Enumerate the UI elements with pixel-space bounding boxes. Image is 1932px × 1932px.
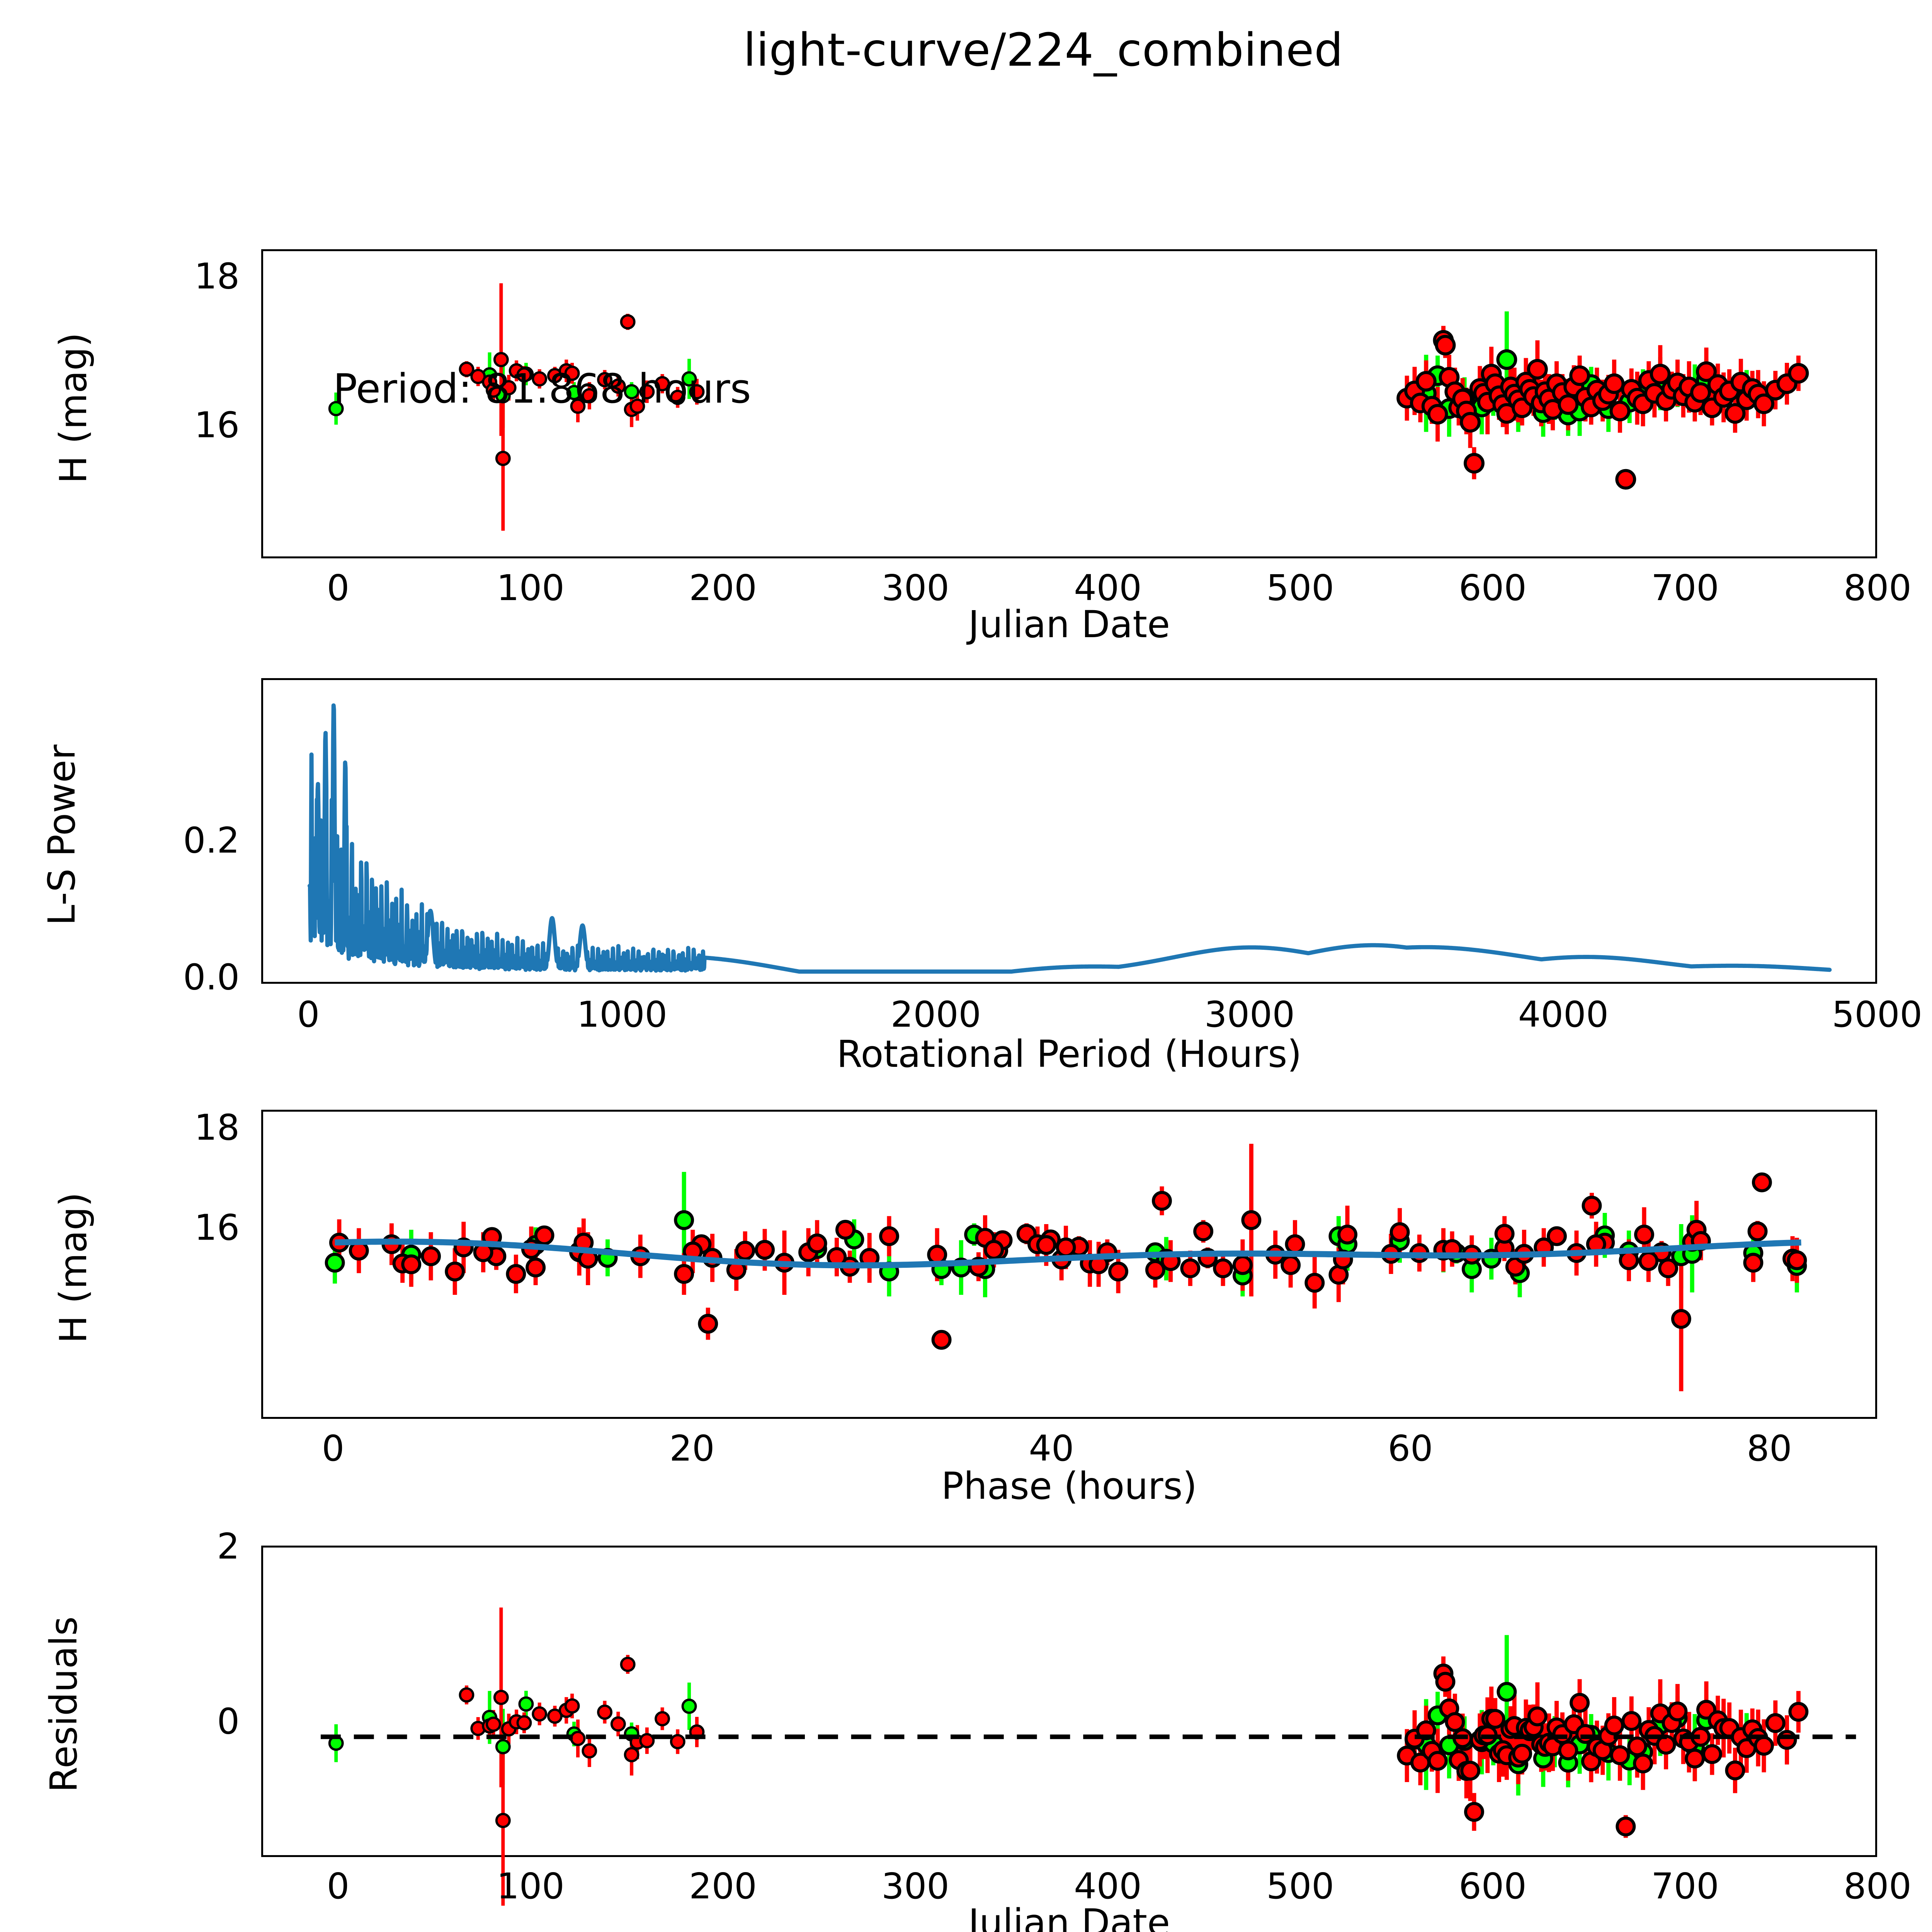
periodogram-xtick-5000: 5000	[1832, 994, 1923, 1035]
lightcurve-xtick-600: 600	[1459, 567, 1527, 609]
lightcurve-xtick-800: 800	[1844, 567, 1912, 609]
lightcurve-xtick-200: 200	[689, 567, 757, 609]
periodogram-xtick-0: 0	[297, 994, 320, 1035]
residuals-xtick-500: 500	[1266, 1866, 1334, 1907]
periodogram-xtick-3000: 3000	[1204, 994, 1295, 1035]
residuals-xtick-0: 0	[327, 1866, 350, 1907]
panel-lightcurve	[261, 249, 1877, 558]
lightcurve-xtick-100: 100	[497, 567, 565, 609]
panel-residuals	[261, 1546, 1877, 1906]
phasefold-xtick-80: 80	[1747, 1428, 1792, 1469]
residuals-ytick-0: 0	[217, 1701, 240, 1742]
periodogram-plot-area	[307, 703, 1832, 974]
page-title: light-curve/224_combined	[743, 23, 1344, 77]
phasefold-plot-area	[325, 1144, 1807, 1391]
panel-periodogram	[261, 678, 1877, 984]
residuals-xtick-400: 400	[1074, 1866, 1142, 1907]
lightcurve-xtick-0: 0	[327, 567, 350, 609]
residuals-xlabel: Julian Date	[968, 1901, 1170, 1932]
panel-phasefold	[261, 1110, 1877, 1419]
lightcurve-ylabel: H (mag)	[52, 332, 95, 484]
residuals-xtick-700: 700	[1651, 1866, 1719, 1907]
periodogram-xtick-2000: 2000	[890, 994, 981, 1035]
phasefold-xtick-40: 40	[1029, 1428, 1074, 1469]
residuals-xtick-300: 300	[881, 1866, 949, 1907]
lightcurve-plot-area	[328, 283, 1809, 531]
lightcurve-xtick-400: 400	[1074, 567, 1142, 609]
periodogram-ylabel: L-S Power	[40, 744, 83, 926]
periodogram-xtick-1000: 1000	[577, 994, 668, 1035]
lightcurve-ytick-16: 16	[194, 404, 240, 446]
periodogram-xtick-4000: 4000	[1518, 994, 1609, 1035]
residuals-ytick-2: 2	[217, 1526, 240, 1567]
periodogram-ytick-02: 0.2	[183, 820, 240, 861]
phasefold-ylabel: H (mag)	[52, 1192, 95, 1344]
residuals-xtick-600: 600	[1459, 1866, 1527, 1907]
period-annotation: Period: 81.868 hours	[333, 365, 751, 412]
lightcurve-xtick-300: 300	[881, 567, 949, 609]
residuals-xtick-800: 800	[1844, 1866, 1912, 1907]
residuals-xtick-100: 100	[497, 1866, 565, 1907]
phasefold-xtick-0: 0	[321, 1428, 345, 1469]
periodogram-ytick-00: 0.0	[183, 956, 240, 998]
residuals-plot-area	[321, 1607, 1856, 1906]
lightcurve-xtick-700: 700	[1651, 567, 1719, 609]
residuals-xtick-200: 200	[689, 1866, 757, 1907]
phasefold-xlabel: Phase (hours)	[941, 1464, 1197, 1508]
periodogram-xlabel: Rotational Period (Hours)	[837, 1032, 1302, 1076]
phasefold-ytick-16: 16	[194, 1207, 240, 1248]
phasefold-ytick-18: 18	[194, 1107, 240, 1148]
residuals-ylabel: Residuals	[42, 1616, 85, 1793]
phasefold-xtick-20: 20	[669, 1428, 715, 1469]
lightcurve-xlabel: Julian Date	[968, 603, 1170, 646]
lightcurve-xtick-500: 500	[1266, 567, 1334, 609]
phasefold-xtick-60: 60	[1388, 1428, 1433, 1469]
lightcurve-ytick-18: 18	[194, 255, 240, 297]
